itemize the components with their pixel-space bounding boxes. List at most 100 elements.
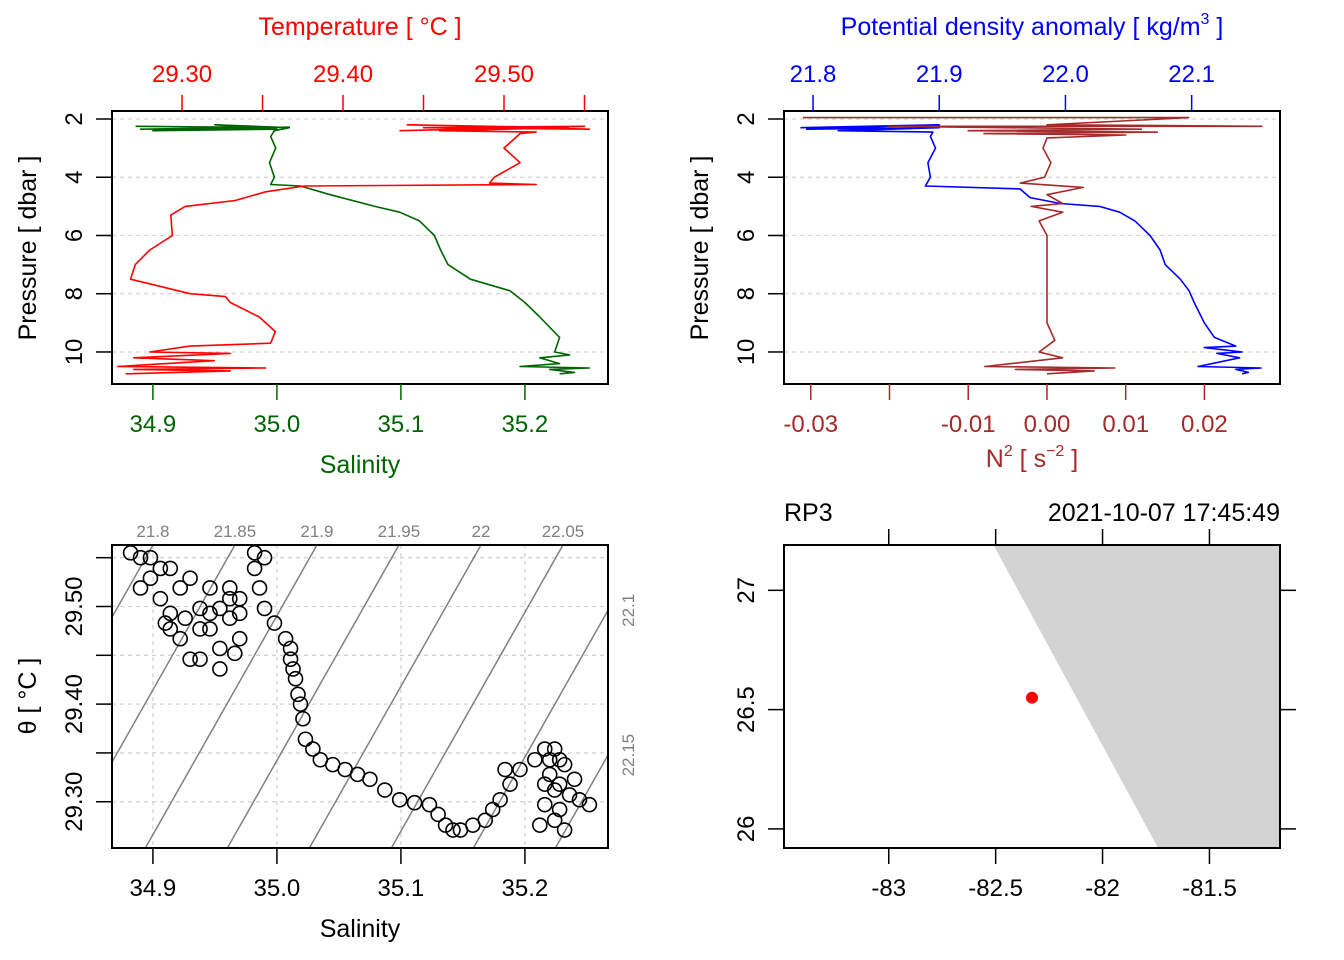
ts-point: [566, 771, 583, 788]
ts-point: [212, 661, 228, 677]
ts-point: [157, 615, 174, 631]
longitude-tick-label: -81.5: [1182, 875, 1237, 902]
n2-title-n: N: [986, 445, 1004, 473]
ts-point: [132, 580, 149, 596]
ts-diagram-frame: [111, 544, 609, 849]
ts-point: [497, 761, 513, 778]
isopycnal-label: 22.15: [619, 734, 638, 777]
n2-title-sup2: −2: [1046, 443, 1064, 460]
ts-salinity-tick-label: 35.2: [502, 875, 549, 902]
ts-point: [297, 731, 314, 748]
n2-tick-label: 0.00: [1024, 411, 1071, 438]
longitude-tick-label: -83: [871, 875, 906, 902]
longitude-tick-label: -82.5: [968, 875, 1023, 902]
station-datetime: 2021-10-07 17:45:49: [1048, 499, 1280, 527]
isopycnal-line: [112, 545, 236, 764]
ts-point: [282, 640, 299, 657]
ts-point: [484, 801, 501, 818]
temperature-profile-line: [116, 124, 591, 375]
ts-point: [192, 600, 208, 617]
isopycnal-label: 22.05: [542, 522, 585, 541]
isopycnal-label: 22.1: [619, 594, 638, 627]
ts-point: [212, 600, 228, 617]
ts-point: [202, 621, 218, 637]
density-title-main: Potential density anomaly [ kg/m: [841, 13, 1201, 41]
theta-tick-label: 29.30: [61, 772, 88, 832]
ts-point: [212, 640, 228, 657]
ts-salinity-axis-title: Salinity: [320, 915, 401, 943]
n2-axis-title: N2 [ s−2 ]: [986, 443, 1078, 473]
salinity-tick-label: 35.2: [502, 411, 549, 438]
n2-tick-label: 0.02: [1181, 411, 1228, 438]
pressure-tick-label: 2: [61, 112, 88, 125]
ts-point: [551, 751, 568, 768]
theta-axis-title: θ [ °C ]: [14, 658, 42, 735]
ts-point: [421, 796, 438, 813]
ts-point: [492, 791, 508, 808]
ts-point: [222, 580, 238, 596]
chart-marks: 2 4 6 8 10 34.9 35.0 35.1 35.2 29.30 29.40 29.50 2 4 6…: [61, 61, 1296, 902]
ts-point: [290, 686, 306, 703]
ts-point: [536, 796, 553, 813]
ts-point: [305, 741, 321, 757]
ts-point: [182, 570, 198, 586]
ts-point: [202, 605, 218, 622]
ts-point: [512, 761, 528, 778]
latitude-tick-label: 26.5: [733, 686, 760, 733]
pressure-tick-label: 2: [733, 112, 760, 125]
pressure-axis-title-1: Pressure [ dbar ]: [14, 156, 42, 341]
ts-point: [256, 600, 273, 617]
ts-point: [142, 549, 159, 566]
density-axis-title: Potential density anomaly [ kg/m3 ]: [841, 11, 1224, 41]
ts-point: [556, 822, 573, 838]
ts-point: [172, 630, 188, 647]
pressure-axis-title-2: Pressure [ dbar ]: [686, 156, 714, 341]
pressure-tick-label: 8: [733, 287, 760, 300]
ts-point: [246, 560, 263, 577]
salinity-tick-label: 35.1: [378, 411, 425, 438]
land-polygon: [993, 545, 1280, 848]
station-label: RP3: [784, 499, 833, 527]
ts-point: [285, 661, 301, 677]
ts-point: [531, 817, 548, 833]
ts-point: [152, 560, 169, 577]
density-title-end: ]: [1209, 13, 1223, 41]
ts-point: [541, 751, 558, 768]
isopycnal-label: 21.9: [300, 522, 333, 541]
map-frame: [783, 544, 1281, 849]
ts-point: [222, 590, 238, 607]
ts-point: [162, 605, 179, 622]
ts-point: [222, 610, 238, 627]
latitude-tick-label: 27: [733, 577, 760, 604]
density-tick-label: 21.8: [790, 61, 837, 88]
ts-salinity-tick-label: 35.1: [378, 875, 425, 902]
isopycnal-label: 21.85: [214, 522, 257, 541]
ts-point: [556, 756, 573, 773]
n2-title-mid: [ s: [1013, 445, 1046, 473]
density-profile-frame: [783, 110, 1281, 385]
ts-point: [551, 801, 568, 818]
ts-point: [536, 776, 553, 792]
pressure-tick-label: 8: [61, 287, 88, 300]
ts-point: [142, 570, 159, 586]
ts-salinity-tick-label: 34.9: [130, 875, 177, 902]
longitude-tick-label: -82: [1085, 875, 1120, 902]
ts-point: [571, 791, 588, 808]
pressure-tick-label: 4: [61, 171, 88, 184]
ts-point: [581, 796, 598, 813]
ts-point: [172, 580, 188, 596]
ts-point: [477, 812, 494, 829]
pressure-tick-label: 10: [61, 339, 88, 366]
isopycnal-line: [226, 545, 400, 848]
ts-point: [376, 782, 393, 798]
ts-point: [502, 776, 518, 792]
ts-points: [122, 545, 598, 838]
ts-point: [406, 794, 423, 811]
isopycnal-label: 21.8: [136, 522, 169, 541]
temperature-axis-title: Temperature [ °C ]: [258, 13, 461, 41]
isopycnal-line: [112, 545, 154, 619]
isopycnal-line: [390, 545, 564, 848]
ts-profile-frame: [111, 110, 609, 385]
ts-point: [287, 670, 304, 687]
